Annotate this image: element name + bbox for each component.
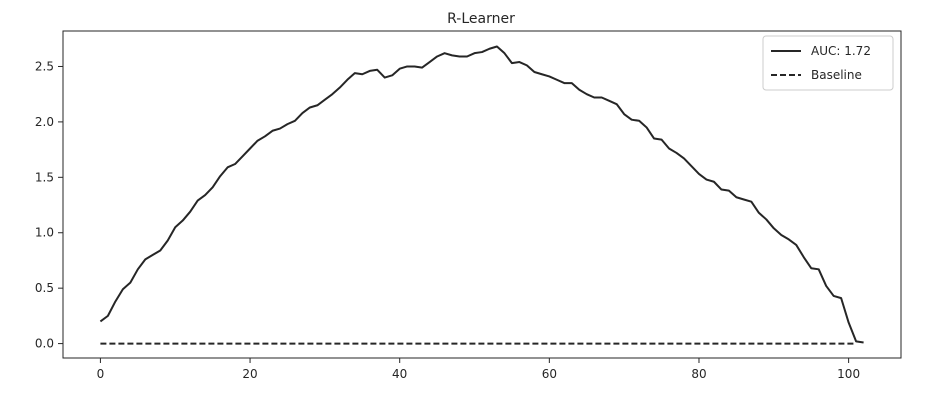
series-line-auc xyxy=(99,45,864,344)
legend-label-baseline: Baseline xyxy=(811,68,862,82)
x-tick-label: 40 xyxy=(392,367,407,381)
x-tick-label: 0 xyxy=(97,367,105,381)
series-layer xyxy=(99,45,864,345)
plot-area-frame xyxy=(62,30,902,359)
y-axis: 0.0 0.5 1.0 1.5 2.0 2.5 xyxy=(35,59,63,351)
x-tick-label: 60 xyxy=(542,367,557,381)
legend: AUC: 1.72 Baseline xyxy=(762,35,894,91)
legend-box xyxy=(762,35,894,91)
legend-label-auc: AUC: 1.72 xyxy=(811,44,871,58)
x-tick-label: 20 xyxy=(242,367,257,381)
x-tick-label: 100 xyxy=(837,367,860,381)
x-tick-label: 80 xyxy=(691,367,706,381)
x-axis: 0 20 40 60 80 100 xyxy=(97,358,860,381)
y-tick-label: 0.0 xyxy=(35,337,54,351)
y-tick-label: 2.0 xyxy=(35,115,54,129)
y-tick-label: 1.0 xyxy=(35,226,54,240)
chart-title: R-Learner xyxy=(447,11,515,27)
y-tick-label: 2.5 xyxy=(35,59,54,73)
y-tick-label: 1.5 xyxy=(35,170,54,184)
y-tick-label: 0.5 xyxy=(35,281,54,295)
